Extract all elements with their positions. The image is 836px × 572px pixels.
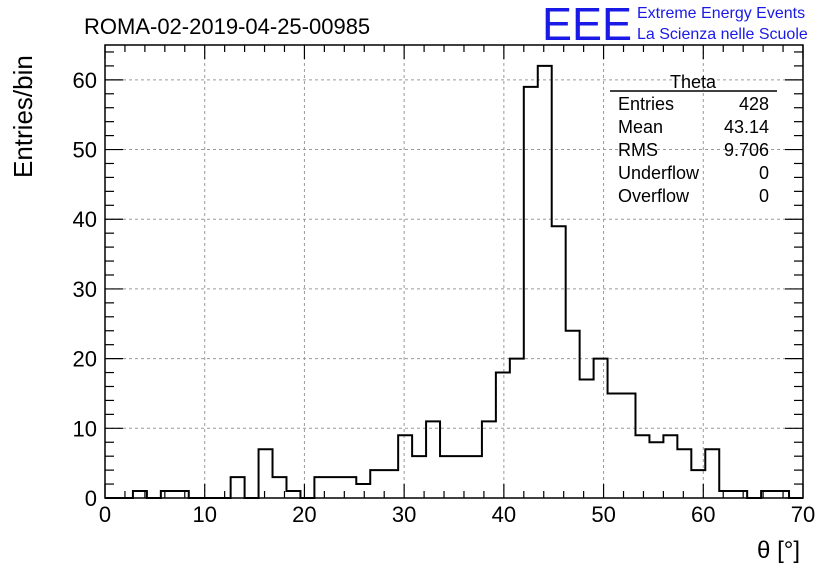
stats-row-value: 0	[759, 186, 769, 206]
logo-line-2: La Scienza nelle Scuole	[637, 26, 808, 43]
y-tick-label: 0	[85, 486, 97, 511]
x-tick-label: 50	[591, 502, 615, 527]
x-tick-label: 40	[492, 502, 516, 527]
axis-ticks	[104, 45, 804, 499]
x-tick-label: 70	[791, 502, 815, 527]
chart-title: ROMA-02-2019-04-25-00985	[84, 14, 370, 39]
stats-row-label: RMS	[618, 140, 658, 160]
stats-row-label: Entries	[618, 94, 674, 114]
logo-mark: EEE	[542, 0, 632, 50]
stats-row-label: Underflow	[618, 163, 700, 183]
stats-row-label: Overflow	[618, 186, 690, 206]
y-axis-label: Entries/bin	[8, 55, 38, 178]
y-tick-label: 60	[73, 68, 97, 93]
y-tick-label: 10	[73, 416, 97, 441]
x-tick-labels: 0 10 20 30 40 50 60 70	[99, 502, 815, 527]
stats-row-value: 0	[759, 163, 769, 183]
stats-row-value: 43.14	[724, 117, 769, 137]
stats-row-label: Mean	[618, 117, 663, 137]
stats-row-value: 9.706	[724, 140, 769, 160]
x-axis-label: θ [°]	[757, 537, 800, 564]
histogram-outline	[105, 64, 803, 499]
stats-title: Theta	[670, 72, 717, 92]
x-tick-label: 20	[292, 502, 316, 527]
plot-frame	[104, 44, 804, 499]
y-tick-label: 20	[73, 347, 97, 372]
stats-box: Theta Entries 428 Mean 43.14 RMS 9.706 Underfl…	[610, 72, 777, 206]
x-tick-label: 10	[192, 502, 216, 527]
y-tick-label: 50	[73, 138, 97, 163]
stats-row-value: 428	[739, 94, 769, 114]
grid-lines	[105, 45, 803, 498]
y-tick-label: 30	[73, 277, 97, 302]
y-tick-labels: 0 10 20 30 40 50 60	[73, 68, 97, 511]
x-tick-label: 0	[99, 502, 111, 527]
x-tick-label: 30	[392, 502, 416, 527]
eee-logo: EEE Extreme Energy Events La Scienza nel…	[542, 0, 808, 50]
logo-line-1: Extreme Energy Events	[637, 5, 805, 22]
x-tick-label: 60	[691, 502, 715, 527]
y-tick-label: 40	[73, 207, 97, 232]
